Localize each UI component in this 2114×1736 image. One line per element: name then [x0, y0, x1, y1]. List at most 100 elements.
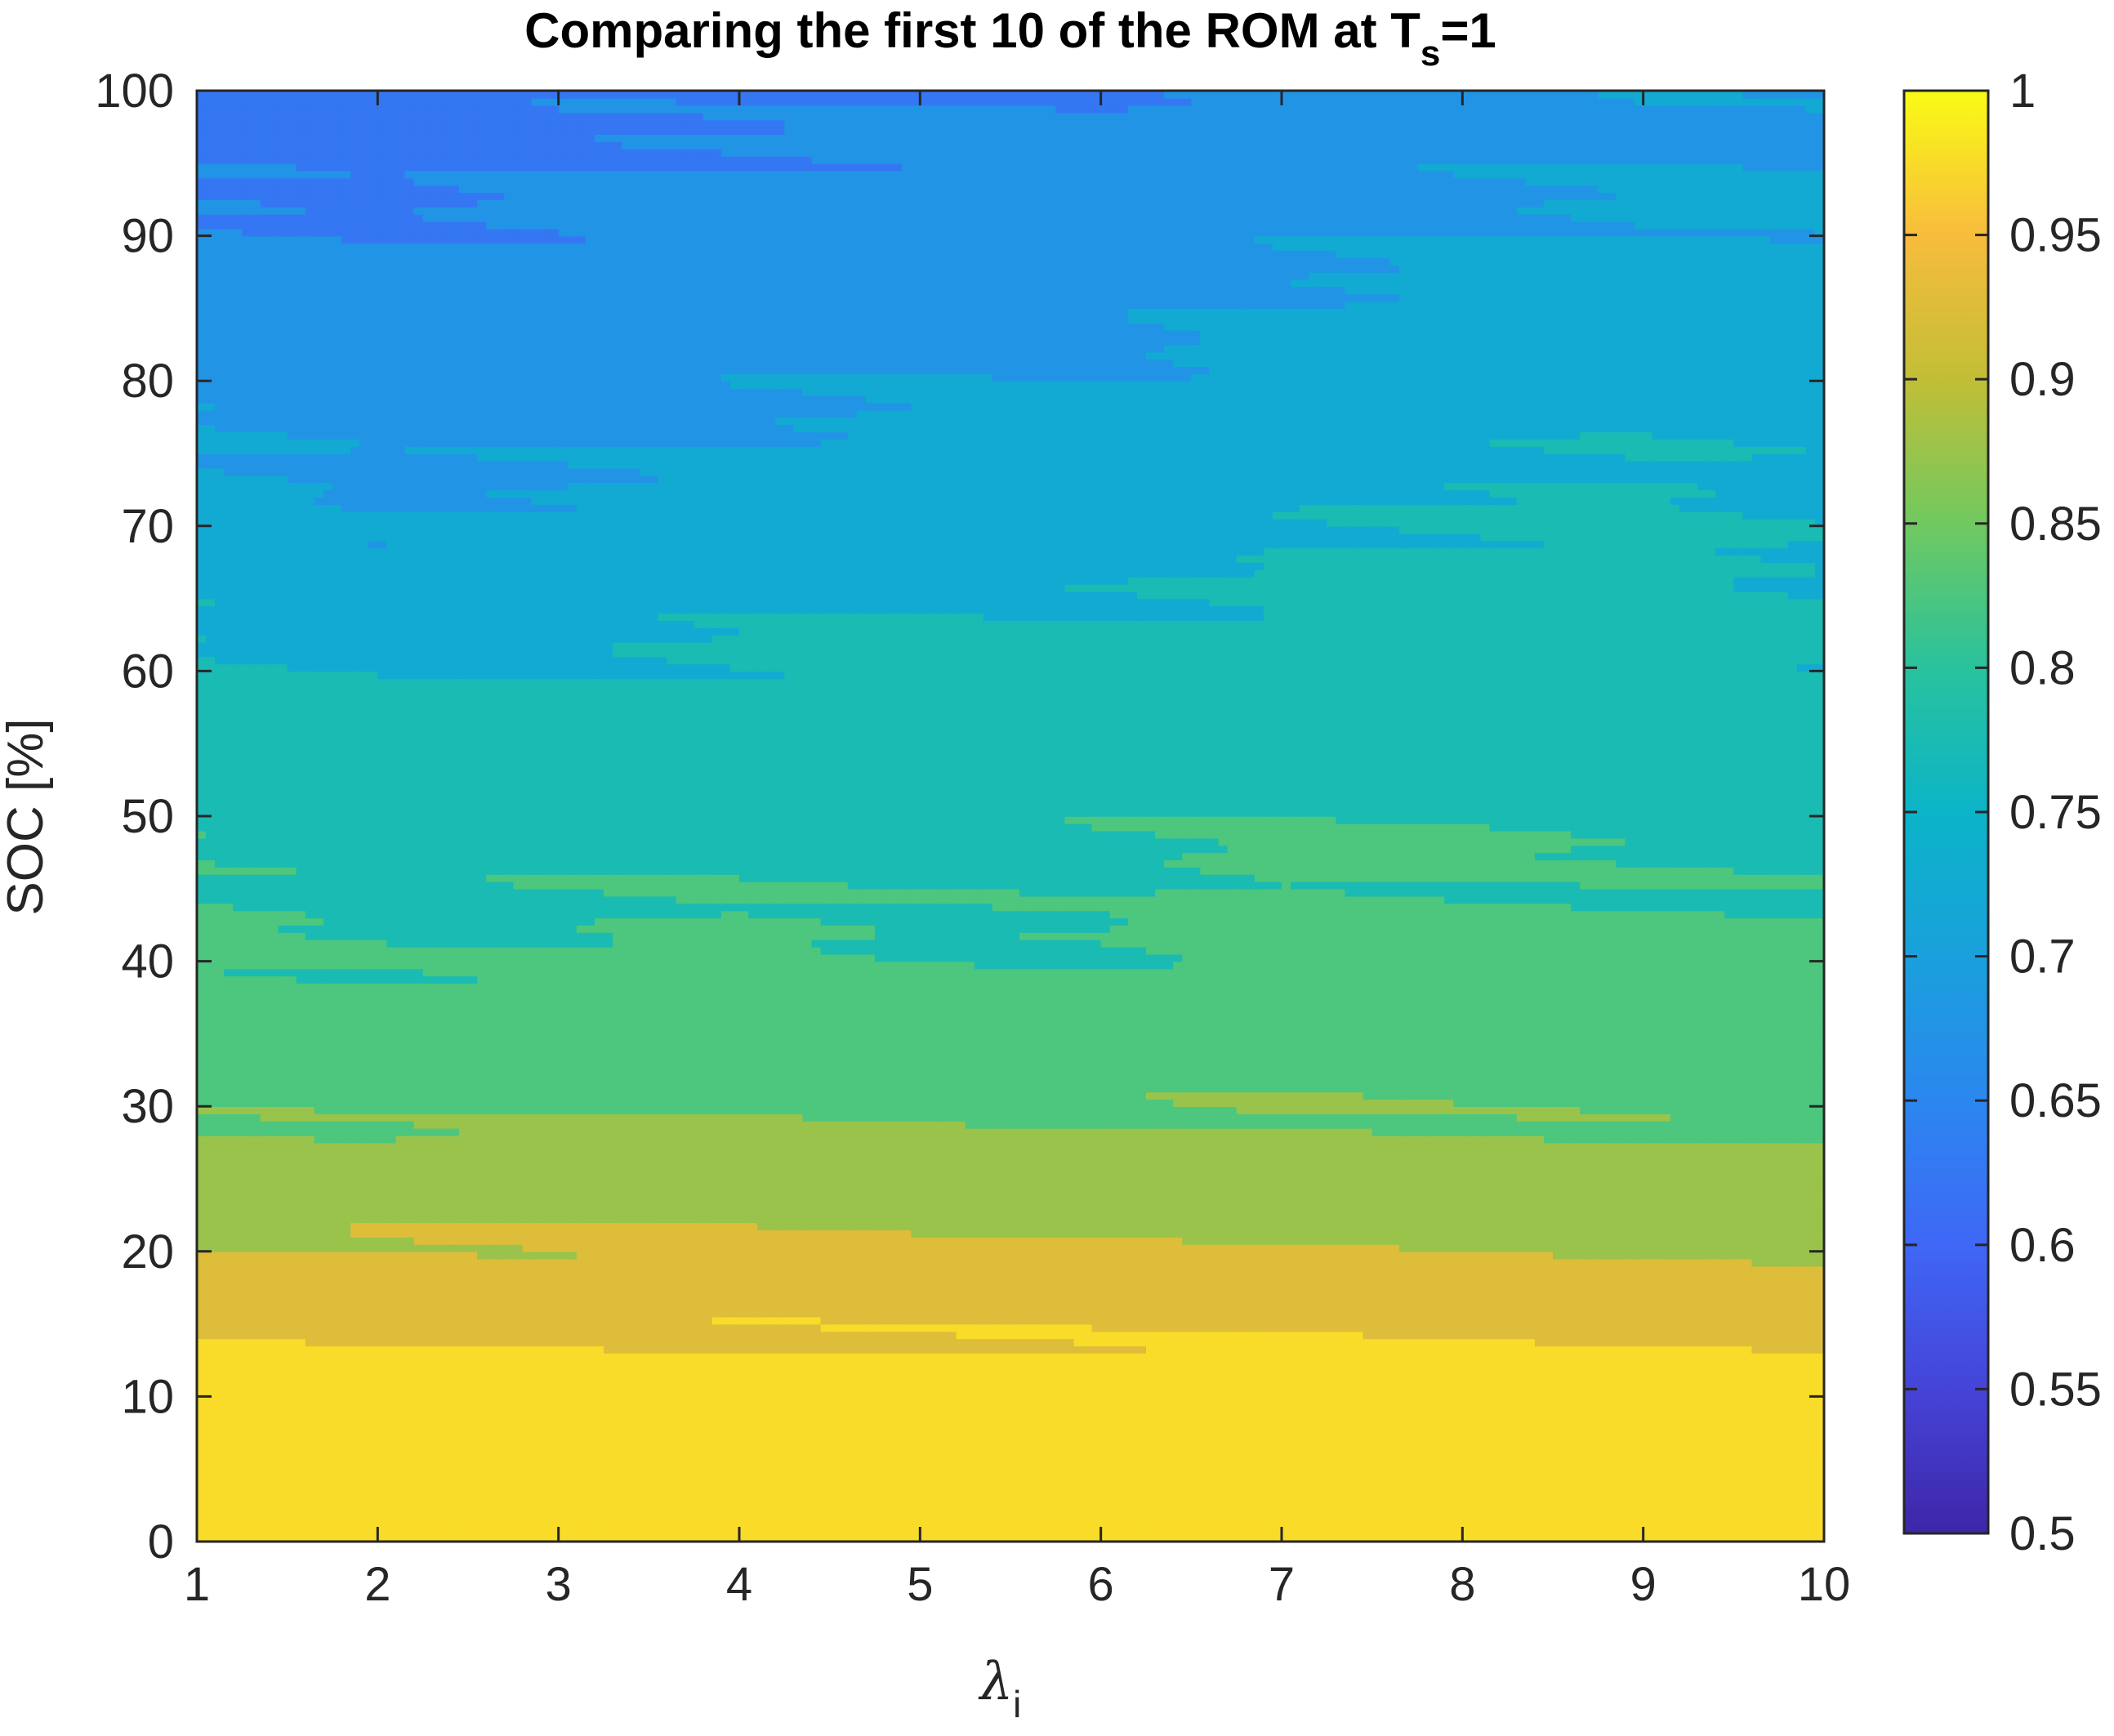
- heatmap-cell: [323, 1520, 333, 1528]
- heatmap-cell: [386, 946, 397, 955]
- heatmap-cell: [368, 1077, 379, 1086]
- heatmap-cell: [341, 1316, 351, 1325]
- heatmap-cell: [395, 1273, 406, 1282]
- heatmap-cell: [386, 330, 397, 338]
- heatmap-cell: [314, 453, 324, 462]
- heatmap-cell: [260, 185, 270, 194]
- heatmap-cell: [269, 1483, 279, 1492]
- heatmap-cell: [251, 1149, 261, 1158]
- heatmap-cell: [332, 395, 342, 404]
- heatmap-cell: [260, 845, 270, 854]
- heatmap-cell: [323, 1222, 333, 1230]
- heatmap-cell: [242, 685, 252, 694]
- heatmap-cell: [287, 1033, 297, 1042]
- heatmap-cell: [197, 1469, 207, 1477]
- heatmap-cell: [242, 293, 252, 302]
- heatmap-cell: [305, 330, 315, 338]
- heatmap-cell: [260, 1439, 270, 1448]
- heatmap-cell: [242, 272, 252, 280]
- heatmap-cell: [386, 961, 397, 970]
- heatmap-cell: [350, 867, 360, 875]
- heatmap-cell: [386, 1077, 397, 1086]
- heatmap-cell: [224, 1439, 234, 1448]
- heatmap-cell: [233, 743, 243, 752]
- heatmap-cell: [260, 801, 270, 810]
- heatmap-cell: [368, 1389, 379, 1398]
- heatmap-cell: [377, 1120, 388, 1129]
- heatmap-cell: [350, 315, 360, 324]
- heatmap-cell: [206, 1041, 216, 1049]
- heatmap-cell: [332, 1164, 342, 1172]
- heatmap-cell: [395, 424, 406, 433]
- heatmap-cell: [386, 1331, 397, 1340]
- heatmap-cell: [413, 1164, 424, 1172]
- heatmap-cell: [278, 134, 288, 142]
- heatmap-cell: [206, 1200, 216, 1209]
- heatmap-cell: [368, 895, 379, 904]
- heatmap-cell: [305, 649, 315, 658]
- heatmap-cell: [278, 881, 288, 890]
- heatmap-cell: [332, 497, 342, 505]
- heatmap-cell: [296, 1142, 306, 1151]
- heatmap-cell: [386, 1229, 397, 1238]
- heatmap-cell: [386, 1237, 397, 1245]
- heatmap-cell: [314, 431, 324, 440]
- heatmap-cell: [413, 1243, 424, 1252]
- heatmap-cell: [251, 373, 261, 382]
- heatmap-cell: [314, 663, 324, 672]
- heatmap-cell: [215, 678, 225, 686]
- heatmap-cell: [323, 1120, 333, 1129]
- heatmap-cell: [386, 119, 397, 128]
- heatmap-cell: [404, 1469, 415, 1477]
- heatmap-cell: [215, 192, 225, 200]
- heatmap-cell: [314, 402, 324, 411]
- heatmap-cell: [359, 627, 370, 636]
- heatmap-cell: [323, 968, 333, 977]
- heatmap-cell: [323, 707, 333, 716]
- heatmap-cell: [395, 1185, 406, 1194]
- heatmap-cell: [314, 1004, 324, 1013]
- heatmap-cell: [224, 1164, 234, 1172]
- heatmap-cell: [404, 424, 415, 433]
- heatmap-cell: [359, 134, 370, 142]
- heatmap-cell: [278, 1055, 288, 1064]
- heatmap-cell: [368, 946, 379, 955]
- heatmap-cell: [413, 874, 424, 882]
- heatmap-cell: [224, 1367, 234, 1376]
- heatmap-cell: [197, 1483, 207, 1492]
- heatmap-cell: [350, 1520, 360, 1528]
- heatmap-cell: [206, 395, 216, 404]
- heatmap-cell: [269, 598, 279, 607]
- heatmap-cell: [215, 250, 225, 259]
- heatmap-cell: [350, 576, 360, 585]
- heatmap-cell: [314, 1534, 324, 1542]
- heatmap-cell: [287, 576, 297, 585]
- heatmap-cell: [278, 301, 288, 310]
- heatmap-cell: [269, 424, 279, 433]
- heatmap-cell: [287, 678, 297, 686]
- heatmap-cell: [395, 308, 406, 317]
- heatmap-cell: [269, 620, 279, 628]
- heatmap-cell: [323, 1462, 333, 1470]
- heatmap-cell: [368, 1265, 379, 1274]
- heatmap-cell: [377, 874, 388, 882]
- heatmap-cell: [404, 1171, 415, 1180]
- heatmap-cell: [305, 1243, 315, 1252]
- heatmap-cell: [386, 351, 397, 360]
- heatmap-cell: [350, 562, 360, 570]
- heatmap-cell: [269, 381, 279, 389]
- heatmap-cell: [242, 1520, 252, 1528]
- heatmap-cell: [242, 1309, 252, 1318]
- heatmap-cell: [359, 714, 370, 723]
- heatmap-cell: [332, 431, 342, 440]
- heatmap-cell: [206, 1011, 216, 1020]
- heatmap-cell: [332, 1497, 342, 1506]
- heatmap-cell: [413, 583, 424, 592]
- heatmap-cell: [323, 1353, 333, 1361]
- heatmap-cell: [278, 1404, 288, 1412]
- heatmap-cell: [314, 1222, 324, 1230]
- heatmap-cell: [251, 1425, 261, 1434]
- heatmap-cell: [341, 105, 351, 114]
- heatmap-cell: [377, 910, 388, 919]
- heatmap-cell: [233, 533, 243, 542]
